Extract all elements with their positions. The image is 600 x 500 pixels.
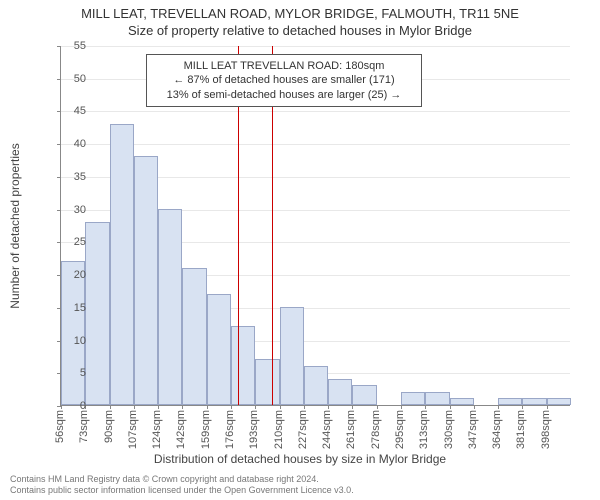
xtick-label: 227sqm (297, 410, 309, 449)
xtick-label: 56sqm (54, 410, 66, 443)
histogram-bar (328, 379, 352, 405)
xtick-label: 90sqm (103, 410, 115, 443)
xtick-label: 330sqm (443, 410, 455, 449)
xtick-label: 124sqm (151, 410, 163, 449)
footer-line2: Contains public sector information licen… (10, 485, 354, 496)
histogram-bar (450, 398, 474, 405)
annotation-line2: ← 87% of detached houses are smaller (17… (153, 73, 415, 87)
histogram-bar (182, 268, 206, 405)
xtick-mark (182, 405, 183, 409)
ytick-label: 30 (56, 204, 86, 216)
xtick-mark (134, 405, 135, 409)
xtick-mark (328, 405, 329, 409)
annotation-box: MILL LEAT TREVELLAN ROAD: 180sqm ← 87% o… (146, 54, 422, 107)
xtick-mark (498, 405, 499, 409)
annotation-line3: 13% of semi-detached houses are larger (… (153, 88, 415, 102)
xtick-mark (474, 405, 475, 409)
xtick-mark (450, 405, 451, 409)
histogram-bar (110, 124, 134, 405)
gridline (61, 144, 570, 145)
histogram-bar (425, 392, 449, 405)
gridline (61, 111, 570, 112)
histogram-bar (401, 392, 425, 405)
footer: Contains HM Land Registry data © Crown c… (10, 474, 354, 496)
xtick-label: 159sqm (200, 410, 212, 449)
histogram-bar (498, 398, 522, 405)
xtick-label: 244sqm (321, 410, 333, 449)
histogram-bar (61, 261, 85, 405)
ytick-label: 5 (56, 367, 86, 379)
histogram-bar (85, 222, 109, 405)
histogram-bar (352, 385, 376, 405)
footer-line1: Contains HM Land Registry data © Crown c… (10, 474, 354, 485)
xtick-mark (522, 405, 523, 409)
x-axis-label: Distribution of detached houses by size … (0, 452, 600, 466)
ytick-label: 50 (56, 73, 86, 85)
ytick-label: 55 (56, 40, 86, 52)
xtick-label: 176sqm (224, 410, 236, 449)
xtick-label: 381sqm (515, 410, 527, 449)
xtick-mark (158, 405, 159, 409)
xtick-mark (110, 405, 111, 409)
y-axis-label: Number of detached properties (8, 143, 22, 308)
xtick-mark (207, 405, 208, 409)
xtick-label: 193sqm (248, 410, 260, 449)
ytick-label: 40 (56, 138, 86, 150)
xtick-label: 295sqm (394, 410, 406, 449)
chart-title-sub: Size of property relative to detached ho… (0, 21, 600, 38)
histogram-bar (207, 294, 231, 405)
histogram-bar (255, 359, 279, 405)
xtick-label: 313sqm (418, 410, 430, 449)
xtick-label: 261sqm (345, 410, 357, 449)
xtick-mark (352, 405, 353, 409)
histogram-bar (134, 156, 158, 405)
xtick-label: 278sqm (370, 410, 382, 449)
histogram-bar (158, 209, 182, 405)
chart-area: MILL LEAT TREVELLAN ROAD: 180sqm ← 87% o… (60, 46, 570, 406)
chart-title-main: MILL LEAT, TREVELLAN ROAD, MYLOR BRIDGE,… (0, 0, 600, 21)
xtick-label: 398sqm (540, 410, 552, 449)
xtick-label: 364sqm (491, 410, 503, 449)
ytick-label: 0 (56, 400, 86, 412)
xtick-mark (401, 405, 402, 409)
xtick-label: 347sqm (467, 410, 479, 449)
xtick-mark (231, 405, 232, 409)
ytick-label: 10 (56, 335, 86, 347)
xtick-label: 210sqm (273, 410, 285, 449)
xtick-mark (547, 405, 548, 409)
annotation-line1: MILL LEAT TREVELLAN ROAD: 180sqm (153, 59, 415, 73)
histogram-bar (231, 326, 255, 405)
xtick-mark (304, 405, 305, 409)
xtick-label: 73sqm (78, 410, 90, 443)
xtick-mark (377, 405, 378, 409)
histogram-bar (547, 398, 571, 405)
ytick-label: 25 (56, 236, 86, 248)
xtick-label: 142sqm (175, 410, 187, 449)
histogram-bar (522, 398, 546, 405)
ytick-label: 15 (56, 302, 86, 314)
xtick-mark (280, 405, 281, 409)
ytick-label: 45 (56, 105, 86, 117)
ytick-label: 20 (56, 269, 86, 281)
xtick-label: 107sqm (127, 410, 139, 449)
xtick-mark (425, 405, 426, 409)
gridline (61, 46, 570, 47)
xtick-mark (255, 405, 256, 409)
ytick-label: 35 (56, 171, 86, 183)
histogram-bar (280, 307, 304, 405)
histogram-bar (304, 366, 328, 405)
